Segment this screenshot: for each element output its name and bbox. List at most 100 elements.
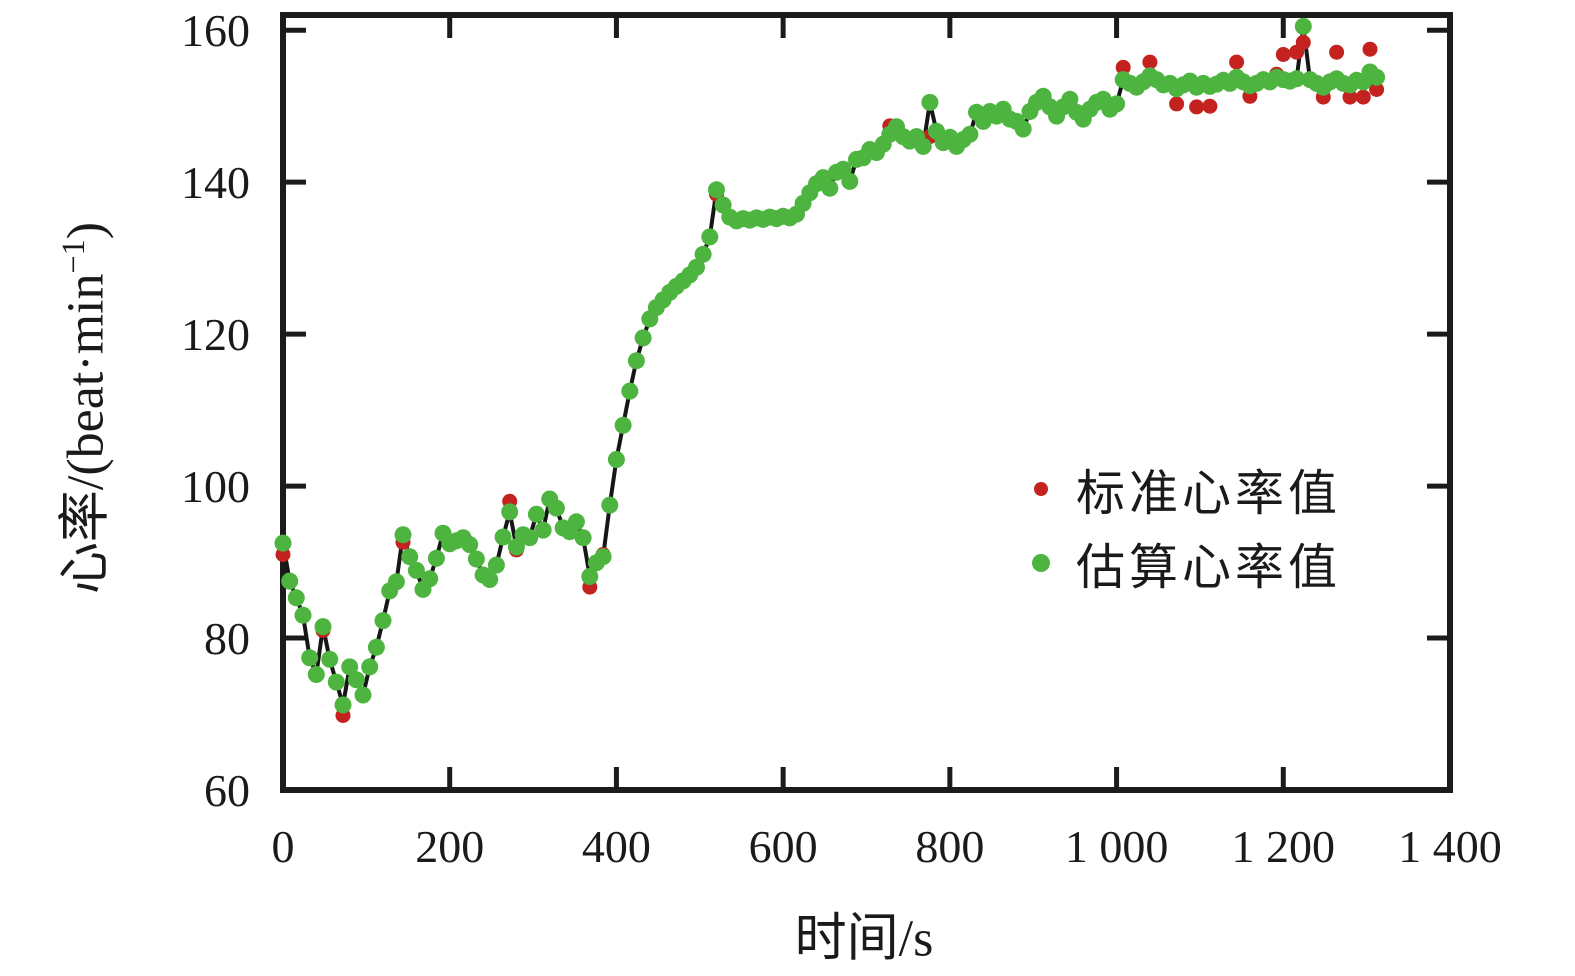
estimated-heart-rate-point	[574, 529, 592, 547]
estimated-heart-rate-point	[708, 181, 725, 199]
estimated-heart-rate-point	[921, 93, 939, 111]
estimated-heart-rate-point	[1294, 17, 1312, 35]
standard-heart-rate-point	[1189, 99, 1205, 115]
estimated-series-marker-icon	[1032, 554, 1050, 572]
estimated-heart-rate-point	[534, 521, 552, 539]
standard-heart-rate-point	[275, 547, 291, 562]
estimated-heart-rate-point	[567, 513, 585, 531]
x-tick-label: 0	[272, 821, 295, 872]
estimated-heart-rate-point	[421, 570, 439, 588]
estimated-heart-rate-point	[821, 179, 839, 197]
estimated-heart-rate-point	[961, 125, 979, 143]
estimated-heart-rate-point	[467, 550, 485, 568]
y-tick-label: 100	[181, 461, 250, 512]
legend-label-estimated: 估算心率值	[1076, 539, 1342, 595]
estimated-heart-rate-point	[914, 137, 932, 155]
standard-heart-rate-point	[1295, 34, 1311, 50]
y-axis-title: 心率/(beat·min−1)	[43, 222, 118, 594]
estimated-heart-rate-point	[521, 529, 539, 547]
x-tick-label: 800	[915, 821, 984, 872]
standard-heart-rate-point	[1202, 98, 1218, 114]
estimated-heart-rate-point	[581, 568, 599, 585]
estimated-heart-rate-point	[621, 382, 639, 400]
x-tick-label: 1 000	[1065, 821, 1169, 872]
standard-series-marker-icon	[1034, 482, 1048, 496]
estimated-heart-rate-point	[287, 589, 305, 607]
standard-heart-rate-point	[1362, 41, 1378, 57]
estimated-heart-rate-point	[694, 245, 712, 263]
estimated-heart-rate-point	[314, 618, 332, 636]
standard-heart-rate-point	[1329, 44, 1345, 60]
standard-heart-rate-point	[1342, 89, 1358, 105]
y-axis-title-superscript: −1	[55, 239, 92, 274]
legend-item-standard: 标准心率值	[1032, 452, 1341, 526]
standard-heart-rate-point	[1142, 54, 1158, 70]
estimated-heart-rate-point	[367, 638, 385, 656]
estimated-heart-rate-point	[347, 671, 365, 689]
standard-heart-rate-point	[1275, 47, 1291, 62]
y-axis-title-suffix: )	[57, 221, 115, 240]
y-tick-label: 80	[204, 613, 250, 664]
standard-heart-rate-point	[1369, 82, 1385, 97]
standard-heart-rate-point	[1229, 54, 1245, 70]
estimated-heart-rate-point	[341, 658, 359, 676]
estimated-heart-rate-point	[401, 548, 419, 566]
estimated-heart-rate-point	[501, 503, 519, 521]
estimated-heart-rate-point	[634, 329, 652, 347]
y-tick-label: 60	[204, 765, 250, 816]
estimated-heart-rate-point	[427, 549, 445, 567]
estimated-heart-rate-point	[374, 612, 392, 630]
legend-item-estimated: 估算心率值	[1032, 526, 1341, 600]
estimated-heart-rate-point	[607, 451, 625, 468]
x-tick-label: 1 400	[1398, 821, 1502, 872]
estimated-heart-rate-point	[294, 606, 312, 624]
standard-heart-rate-point	[1115, 59, 1131, 75]
x-tick-label: 400	[582, 821, 651, 872]
estimated-heart-rate-point	[1014, 120, 1032, 138]
x-tick-label: 200	[415, 821, 484, 872]
estimated-heart-rate-point	[387, 573, 405, 591]
estimated-heart-rate-point	[327, 673, 345, 691]
estimated-heart-rate-point	[627, 352, 645, 370]
data-line	[281, 24, 1379, 707]
estimated-heart-rate-point	[688, 258, 705, 276]
estimated-heart-rate-point	[614, 416, 632, 434]
x-tick-label: 600	[749, 821, 818, 872]
estimated-heart-rate-point	[281, 572, 299, 590]
estimated-heart-rate-point	[594, 548, 612, 566]
y-tick-label: 160	[181, 5, 250, 56]
estimated-heart-rate-point	[527, 505, 545, 523]
estimated-heart-rate-point	[494, 528, 512, 546]
legend: 标准心率值 估算心率值	[1032, 452, 1341, 600]
estimated-heart-rate-point	[547, 499, 565, 517]
estimated-heart-rate-point	[354, 686, 372, 704]
estimated-heart-rate-point	[394, 526, 412, 544]
estimated-heart-rate-point	[321, 650, 339, 668]
estimated-heart-rate-point	[461, 536, 479, 554]
standard-heart-rate-point	[1355, 89, 1371, 105]
estimated-heart-rate-point	[307, 666, 325, 683]
y-tick-label: 140	[181, 157, 250, 208]
legend-label-standard: 标准心率值	[1076, 465, 1342, 521]
y-axis-title-text: 心率/(beat·min	[57, 273, 115, 595]
estimated-heart-rate-point	[601, 496, 619, 514]
estimated-heart-rate-point	[481, 571, 499, 588]
estimated-heart-rate-point	[301, 649, 319, 667]
estimated-heart-rate-point	[701, 228, 719, 246]
estimated-heart-rate-point	[1108, 95, 1126, 113]
estimated-heart-rate-point	[361, 658, 379, 676]
estimated-heart-rate-point	[1368, 68, 1386, 86]
estimated-heart-rate-point	[841, 172, 859, 190]
estimated-heart-rate-point	[274, 534, 292, 552]
estimated-heart-rate-point	[407, 561, 425, 579]
x-axis-title: 时间/s	[794, 910, 934, 968]
estimated-heart-rate-point	[1061, 90, 1079, 108]
estimated-heart-rate-point	[334, 696, 352, 714]
estimated-heart-rate-point	[1288, 70, 1306, 88]
standard-heart-rate-point	[1169, 96, 1185, 112]
estimated-heart-rate-point	[487, 556, 505, 574]
y-tick-label: 120	[181, 309, 250, 360]
x-tick-label: 1 200	[1232, 821, 1336, 872]
